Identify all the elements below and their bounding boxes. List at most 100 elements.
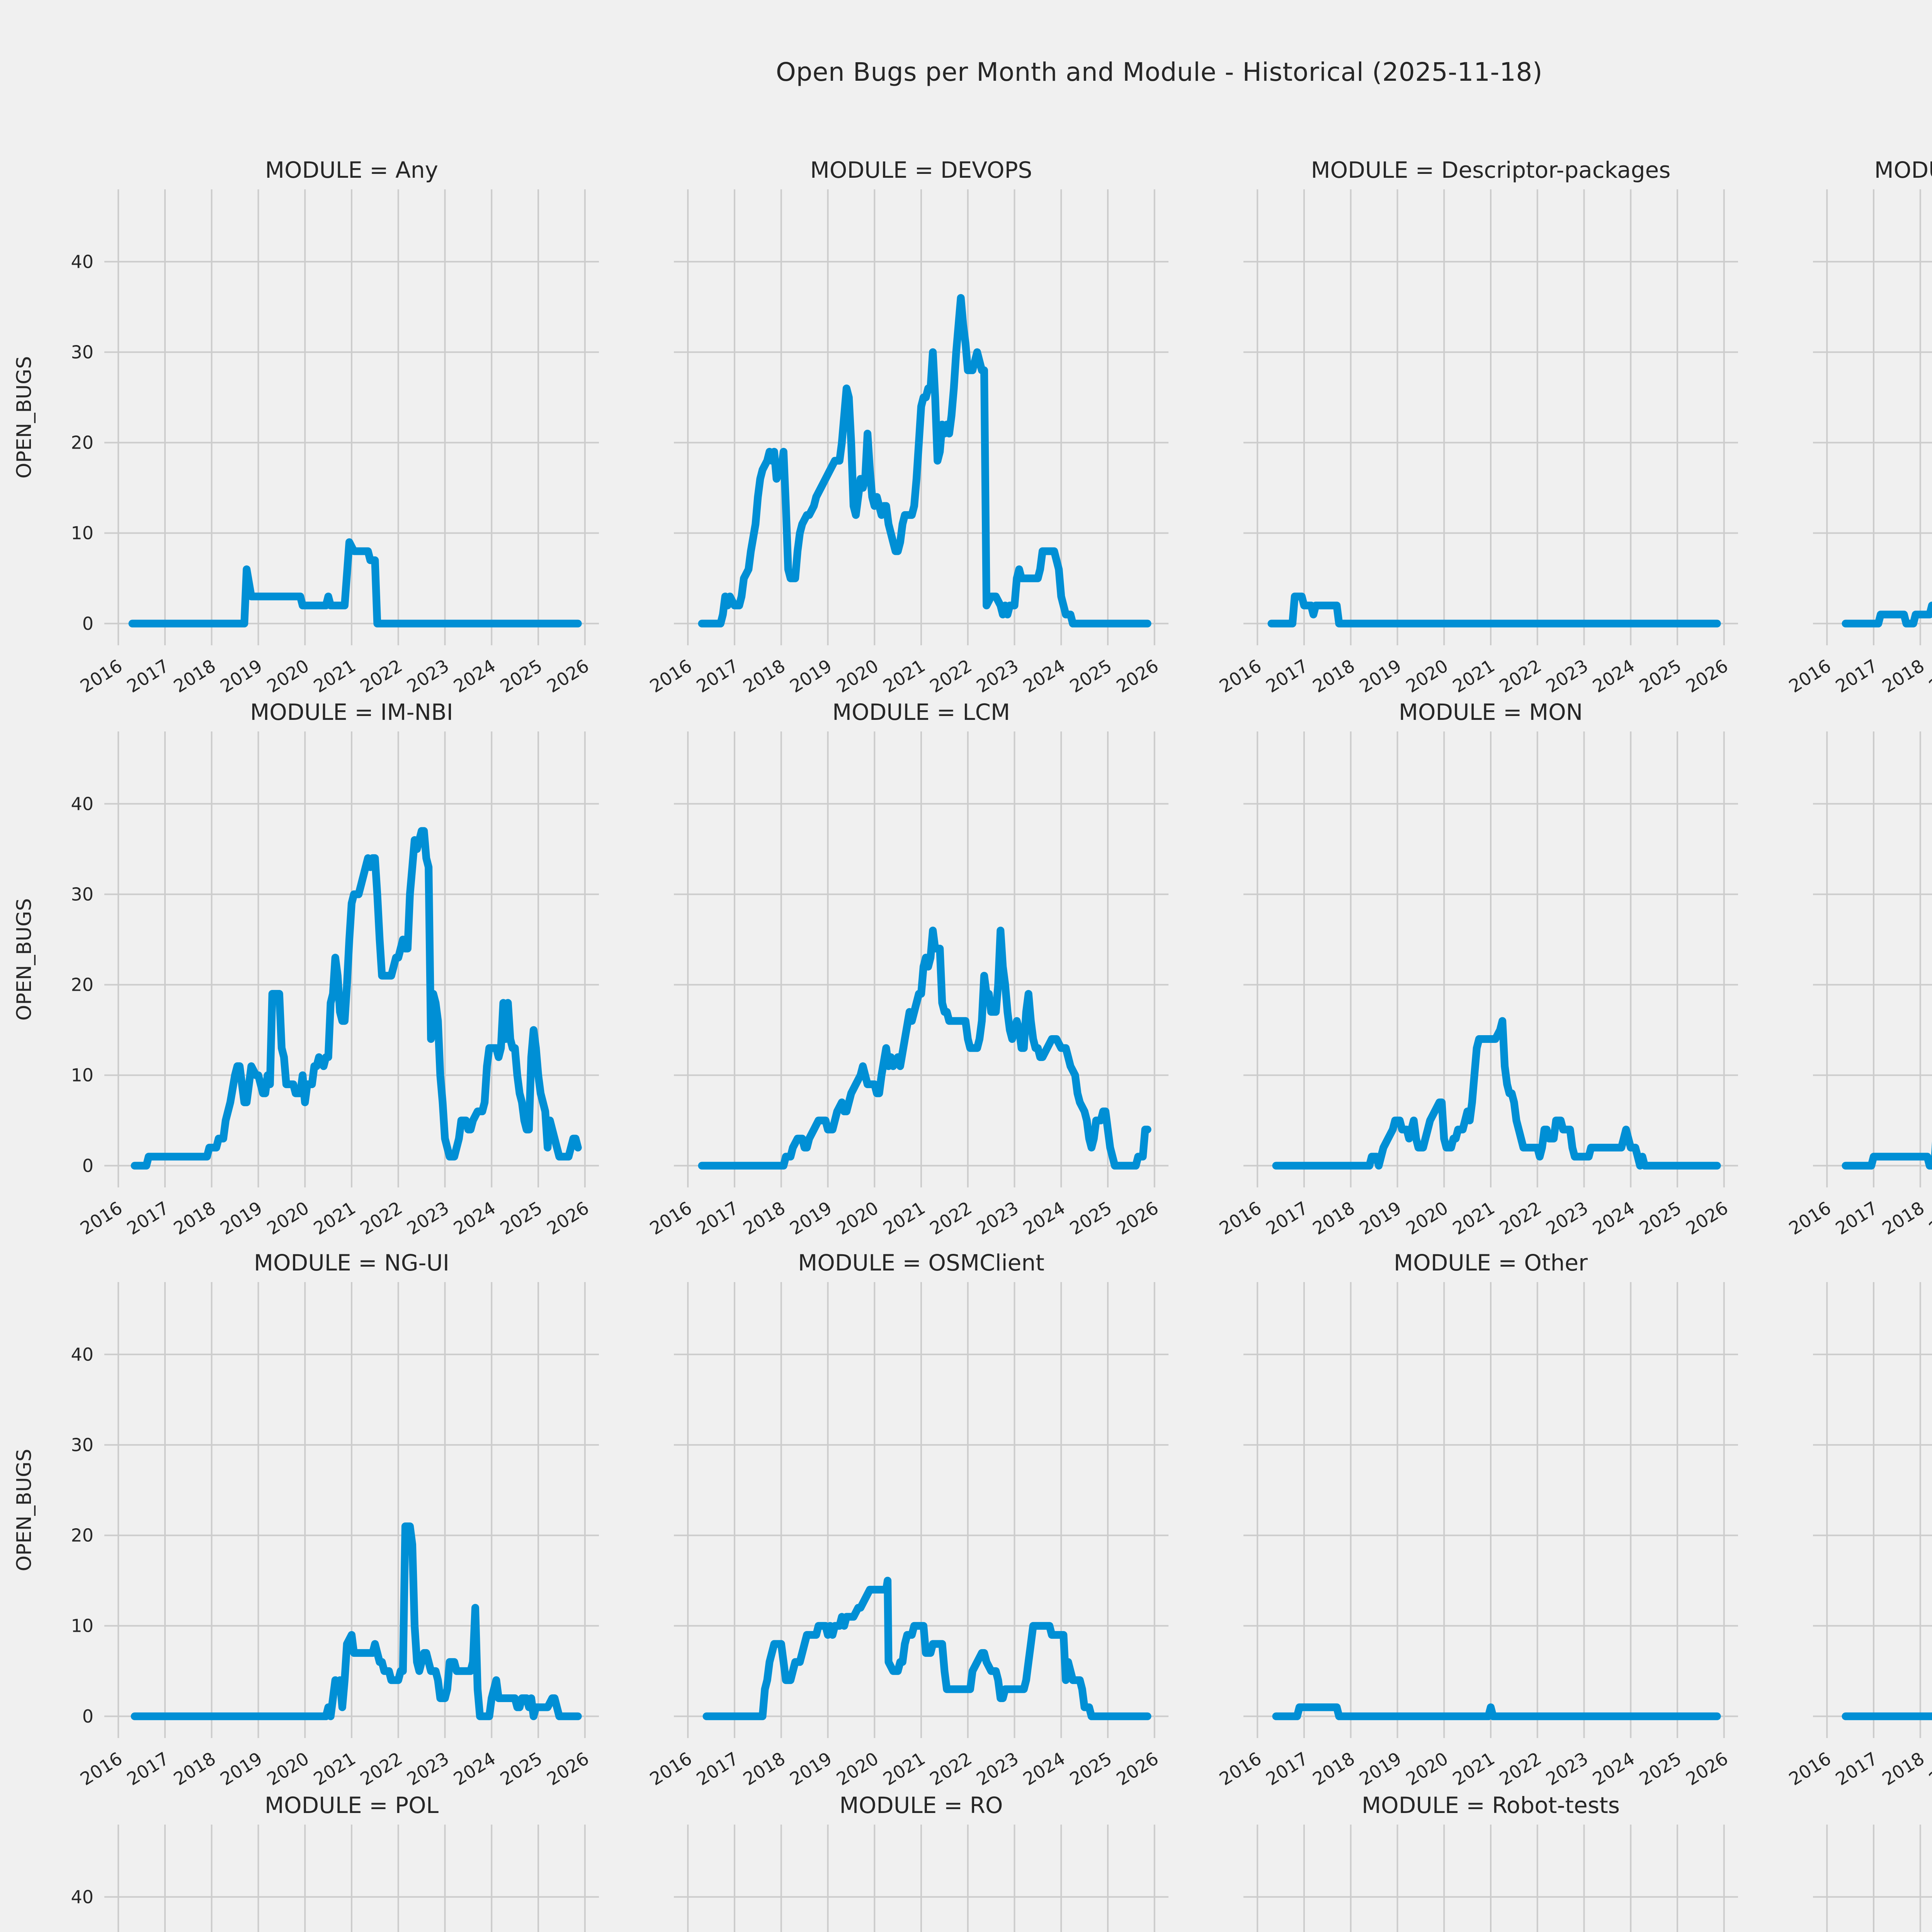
- x-tick-label: 2017: [1262, 1748, 1312, 1790]
- series-line-pla: [1842, 1712, 1932, 1720]
- x-tick-label: 2016: [1785, 1748, 1835, 1790]
- y-tick-label: 20: [71, 1525, 94, 1546]
- x-tick-label: 2026: [1113, 1748, 1162, 1790]
- x-tick-label: 2026: [1682, 1197, 1732, 1239]
- x-tick-label: 2018: [1879, 1748, 1928, 1790]
- x-tick-label: 2016: [77, 1748, 126, 1790]
- facet-title: MODULE = IM-NBI: [250, 699, 453, 725]
- x-tick-label: 2025: [497, 655, 546, 697]
- x-tick-label: 2018: [1309, 655, 1359, 697]
- y-tick-label: 40: [71, 1886, 94, 1907]
- x-tick-label: 2018: [1879, 655, 1928, 697]
- x-tick-label: 2026: [1113, 1197, 1162, 1239]
- x-tick-label: 2024: [450, 1197, 499, 1239]
- facet-title: MODULE = OSMClient: [798, 1250, 1044, 1276]
- x-tick-label: 2021: [879, 1197, 929, 1239]
- series-line-any: [128, 538, 582, 628]
- x-tick-label: 2025: [1066, 1748, 1116, 1790]
- series-line-mon: [1272, 1017, 1721, 1170]
- x-tick-label: 2016: [1216, 1197, 1265, 1239]
- x-tick-label: 2016: [1785, 655, 1835, 697]
- x-tick-label: 2016: [1216, 655, 1265, 697]
- x-tick-label: 2022: [1496, 1748, 1545, 1790]
- x-tick-label: 2016: [1216, 1748, 1265, 1790]
- x-tick-label: 2016: [646, 655, 696, 697]
- y-tick-label: 10: [71, 1616, 94, 1636]
- x-tick-label: 2022: [357, 1197, 406, 1239]
- series-line-n2vc: [1842, 1141, 1932, 1170]
- x-tick-label: 2017: [1832, 655, 1881, 697]
- facet-devops: MODULE = DEVOPS2016201720182019202020212…: [646, 157, 1168, 697]
- x-tick-label: 2020: [263, 655, 313, 697]
- x-tick-label: 2018: [740, 655, 789, 697]
- y-tick-label: 30: [71, 1434, 94, 1455]
- x-tick-label: 2026: [1113, 655, 1162, 697]
- x-tick-label: 2022: [926, 1748, 976, 1790]
- x-tick-label: 2022: [1496, 1197, 1545, 1239]
- y-tick-label: 20: [71, 432, 94, 453]
- y-tick-label: 40: [71, 793, 94, 814]
- x-tick-label: 2018: [170, 1197, 219, 1239]
- y-tick-label: 0: [82, 613, 94, 634]
- x-tick-label: 2025: [497, 1748, 546, 1790]
- x-tick-label: 2024: [450, 655, 499, 697]
- facet-other: MODULE = Other20162017201820192020202120…: [1216, 1250, 1738, 1789]
- x-tick-label: 2019: [1925, 1748, 1932, 1790]
- x-tick-label: 2026: [543, 1748, 593, 1790]
- facet-title: MODULE = DEVOPS: [810, 157, 1032, 183]
- x-tick-label: 2026: [543, 1197, 593, 1239]
- x-tick-label: 2021: [1449, 655, 1498, 697]
- y-tick-label: 0: [82, 1155, 94, 1176]
- figure-title: Open Bugs per Month and Module - Histori…: [776, 57, 1543, 87]
- facet-title: MODULE = Descriptor-packages: [1311, 157, 1671, 183]
- x-tick-label: 2022: [357, 655, 406, 697]
- x-tick-label: 2023: [1542, 655, 1592, 697]
- x-tick-label: 2021: [310, 1197, 359, 1239]
- x-tick-label: 2019: [786, 1197, 835, 1239]
- facet-title: MODULE = NG-UI: [254, 1250, 449, 1276]
- x-tick-label: 2023: [403, 655, 452, 697]
- x-tick-label: 2017: [693, 1748, 742, 1790]
- x-tick-label: 2021: [1449, 1748, 1498, 1790]
- x-tick-label: 2019: [216, 655, 266, 697]
- facet-lcm: MODULE = LCM 2016201720182019202020212022…: [646, 699, 1168, 1239]
- facet-any: MODULE = Any 2016201720182019202020212022…: [13, 157, 599, 697]
- x-tick-label: 2017: [123, 655, 173, 697]
- x-tick-label: 2017: [123, 1197, 173, 1239]
- x-tick-label: 2025: [1636, 1197, 1685, 1239]
- facet-ro: MODULE = RO20162017201820192020202120222…: [674, 1792, 1168, 1932]
- y-tick-label: 20: [71, 975, 94, 995]
- x-tick-label: 2019: [786, 1748, 835, 1790]
- x-tick-label: 2021: [879, 1748, 929, 1790]
- y-tick-label: 0: [82, 1706, 94, 1727]
- series-line-other: [1272, 1703, 1721, 1720]
- x-tick-label: 2019: [1355, 1197, 1405, 1239]
- x-tick-label: 2019: [786, 655, 835, 697]
- x-tick-label: 2018: [1879, 1197, 1928, 1239]
- facet-documentation-wiki: MODULE = Documentation / Wiki20162017201…: [1785, 157, 1932, 697]
- x-tick-label: 2020: [833, 655, 882, 697]
- facet-title: MODULE = MON: [1399, 699, 1583, 725]
- x-tick-label: 2020: [1402, 655, 1452, 697]
- facet-robot-tests: MODULE = Robot-tests20162017201820192020…: [1243, 1792, 1738, 1932]
- x-tick-label: 2020: [263, 1748, 313, 1790]
- facet-pla: MODULE = PLA2016201720182019202020212022…: [1785, 1282, 1932, 1790]
- x-tick-label: 2018: [1309, 1197, 1359, 1239]
- facet-title: MODULE = LCM: [832, 699, 1010, 725]
- x-tick-label: 2019: [216, 1197, 266, 1239]
- x-tick-label: 2022: [926, 1197, 976, 1239]
- x-tick-label: 2023: [1542, 1748, 1592, 1790]
- x-tick-label: 2025: [497, 1197, 546, 1239]
- x-tick-label: 2024: [1019, 1197, 1069, 1239]
- y-tick-label: 40: [71, 251, 94, 272]
- series-line-descriptor-packages: [1267, 592, 1721, 628]
- facet-pol: MODULE = POL2016201720182019202020212022…: [71, 1792, 599, 1932]
- x-tick-label: 2022: [1496, 655, 1545, 697]
- x-tick-label: 2021: [310, 1748, 359, 1790]
- x-tick-label: 2025: [1066, 1197, 1116, 1239]
- x-tick-label: 2019: [1925, 655, 1932, 697]
- x-tick-label: 2023: [403, 1748, 452, 1790]
- x-tick-label: 2024: [1019, 655, 1069, 697]
